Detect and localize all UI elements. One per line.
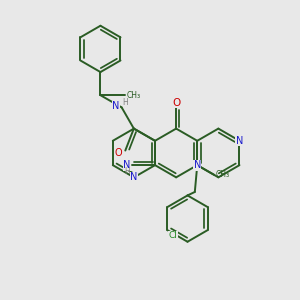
Text: O: O [172, 98, 180, 107]
Text: O: O [114, 148, 122, 158]
Text: CH₃: CH₃ [126, 91, 140, 100]
Text: H: H [122, 98, 128, 106]
Text: Cl: Cl [169, 231, 178, 240]
Text: N: N [123, 160, 130, 170]
Text: CH₃: CH₃ [216, 170, 230, 179]
Text: N: N [130, 172, 138, 182]
Text: N: N [112, 101, 120, 111]
Text: N: N [194, 160, 201, 170]
Text: H: H [125, 167, 130, 176]
Text: N: N [236, 136, 243, 146]
